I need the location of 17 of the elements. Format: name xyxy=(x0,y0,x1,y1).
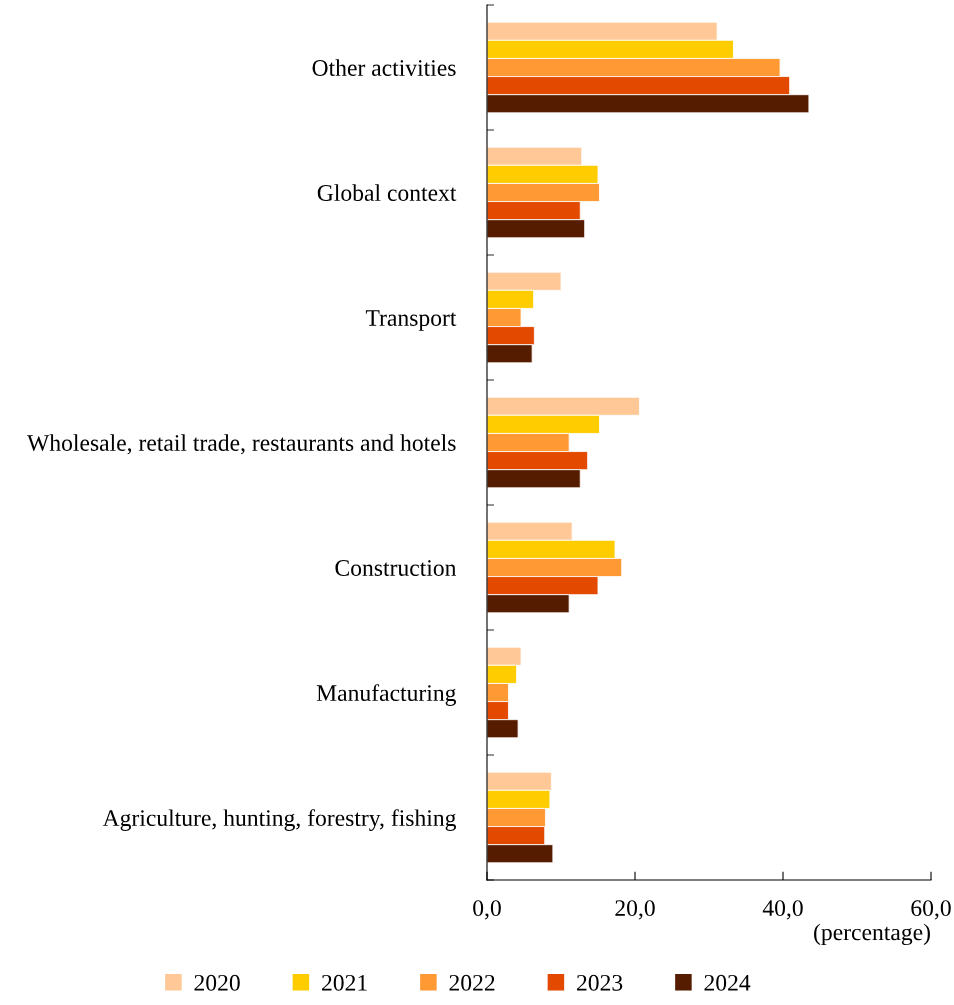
legend-label: 2022 xyxy=(449,974,495,991)
x-tick-label: 0,0 xyxy=(473,900,501,920)
legend-label: 2024 xyxy=(704,974,751,991)
x-tick-label: 40,0 xyxy=(762,900,803,920)
x-tick-label: 20,0 xyxy=(615,900,655,920)
legend-label: 2023 xyxy=(577,974,623,991)
legend-label: 2021 xyxy=(322,974,367,991)
y-tick-label: Agriculture, hunting, forestry, fishing xyxy=(102,809,456,831)
x-axis-title: (percentage) xyxy=(814,923,930,946)
y-tick-label: Wholesale, retail trade, restaurants and hotels xyxy=(27,434,456,455)
y-tick-label: Manufacturing xyxy=(316,684,456,706)
x-tick-label: 60,0 xyxy=(911,900,951,920)
y-tick-label: Other activities xyxy=(312,59,456,76)
legend-label: 2020 xyxy=(194,974,240,991)
y-tick-label: Transport xyxy=(365,310,457,331)
y-tick-label: Global context xyxy=(317,184,457,201)
y-tick-label: Construction xyxy=(335,560,457,576)
